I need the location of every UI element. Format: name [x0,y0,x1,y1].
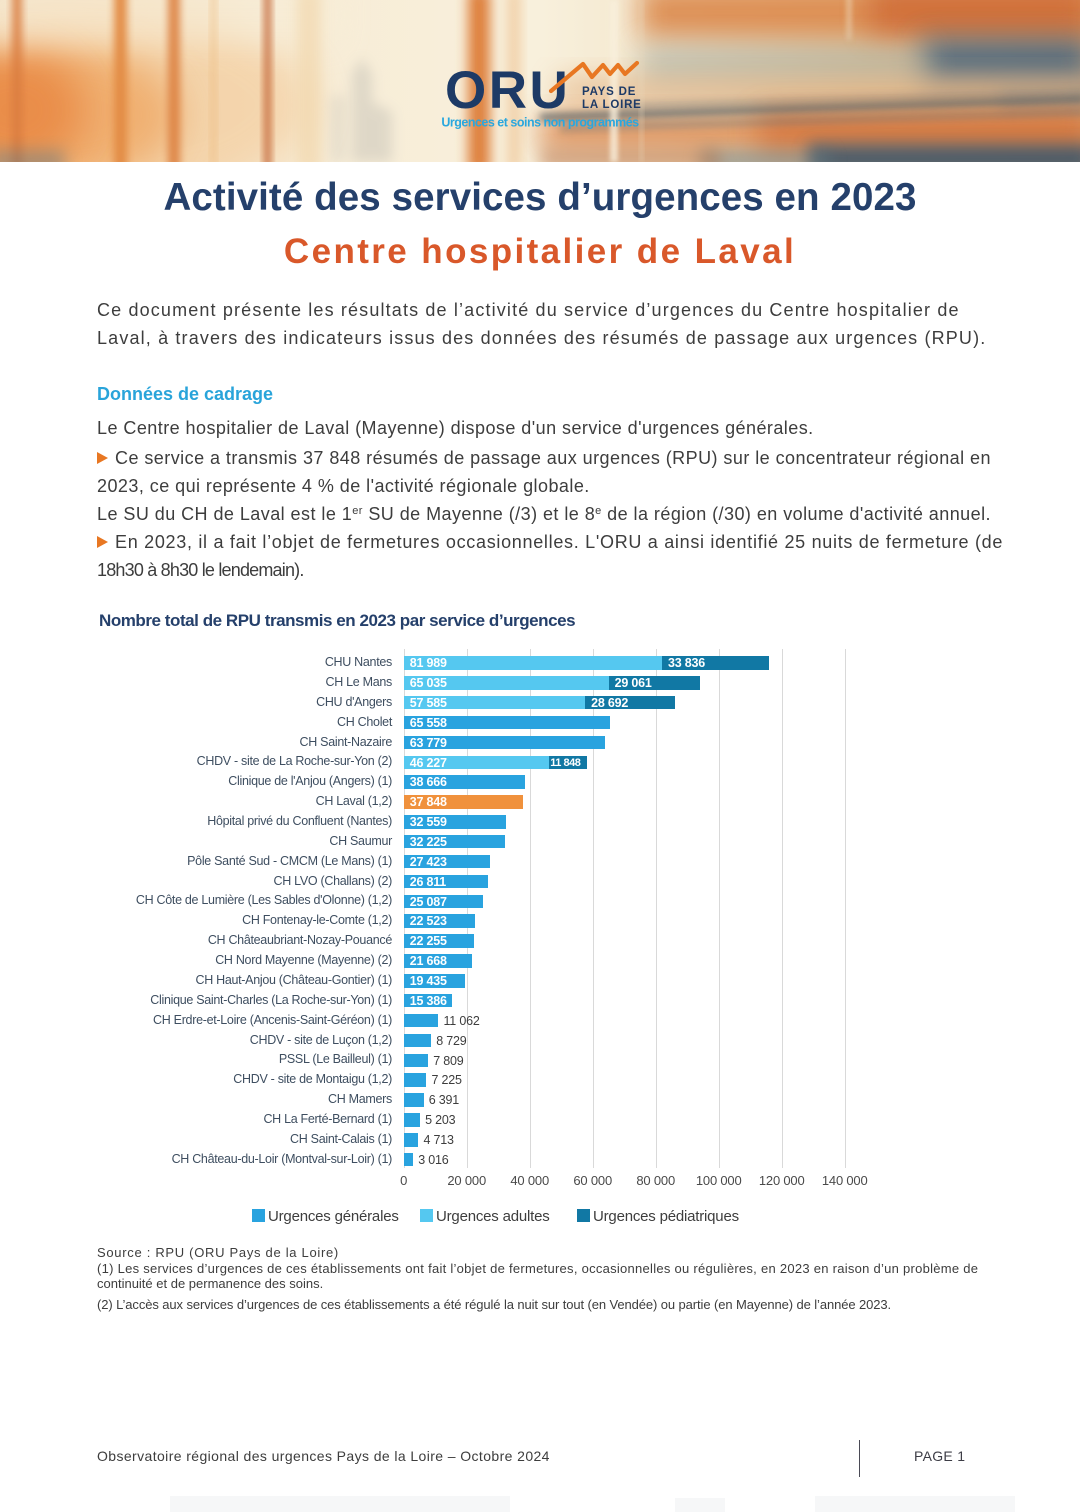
svg-text:ORU: ORU [445,61,570,120]
svg-text:LA LOIRE: LA LOIRE [582,99,642,111]
svg-text:PAYS DE: PAYS DE [582,86,636,98]
svg-text:Urgences et soins non programm: Urgences et soins non programmés [441,116,639,130]
